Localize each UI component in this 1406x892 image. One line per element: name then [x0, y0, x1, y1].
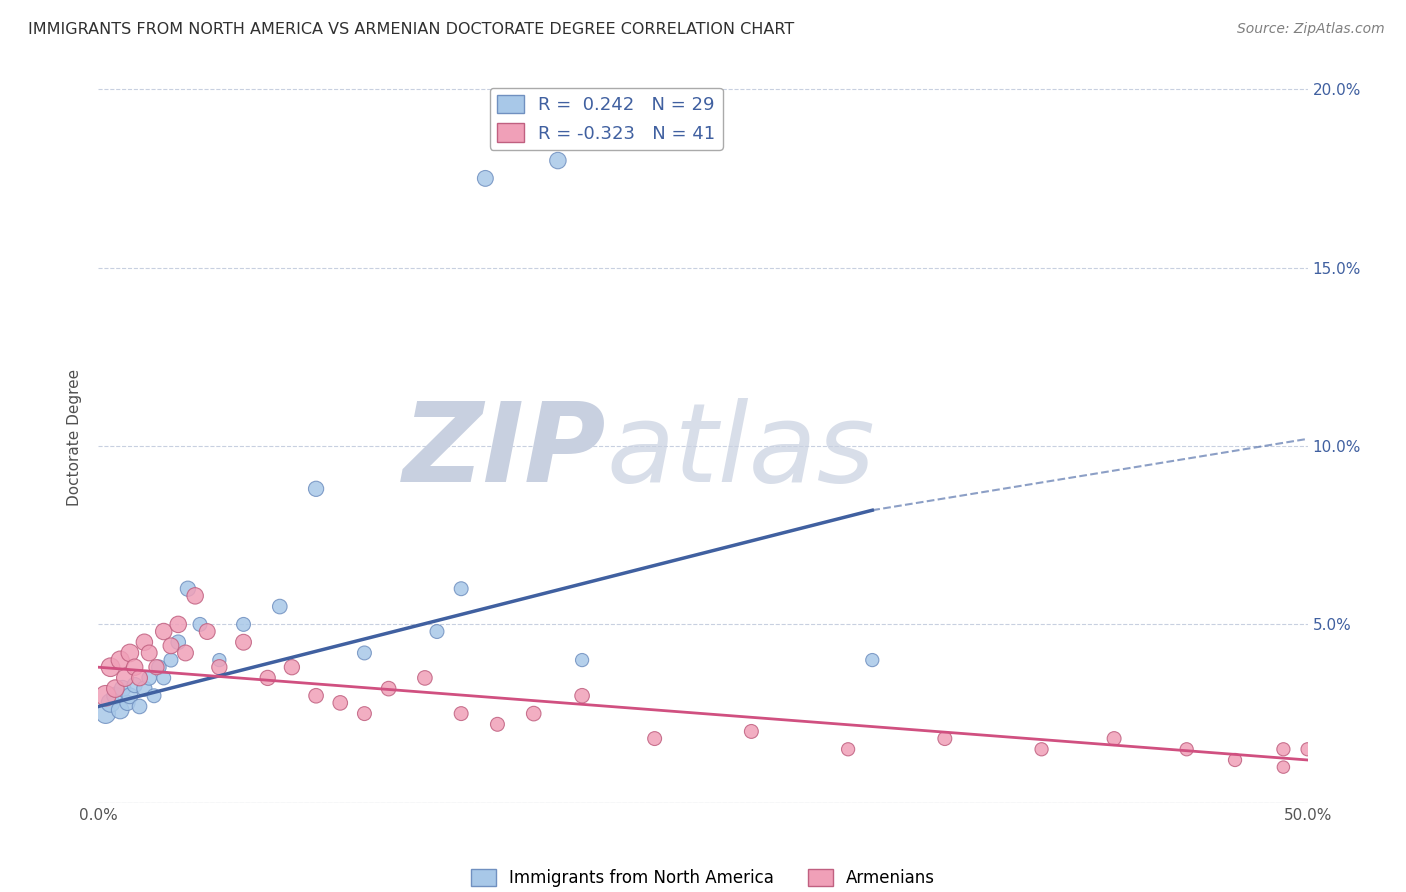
Point	[174, 646, 197, 660]
Point	[860, 653, 883, 667]
Point	[377, 681, 399, 696]
Point	[118, 646, 141, 660]
Point	[100, 696, 122, 710]
Point	[837, 742, 859, 756]
Text: atlas: atlas	[606, 398, 875, 505]
Point	[305, 689, 328, 703]
Text: IMMIGRANTS FROM NORTH AMERICA VS ARMENIAN DOCTORATE DEGREE CORRELATION CHART: IMMIGRANTS FROM NORTH AMERICA VS ARMENIA…	[28, 22, 794, 37]
Point	[1102, 731, 1125, 746]
Point	[160, 639, 183, 653]
Point	[1223, 753, 1246, 767]
Point	[571, 689, 593, 703]
Point	[148, 660, 170, 674]
Point	[1296, 742, 1319, 756]
Point	[486, 717, 509, 731]
Point	[104, 681, 127, 696]
Point	[195, 624, 218, 639]
Point	[145, 660, 167, 674]
Point	[232, 617, 254, 632]
Point	[108, 703, 131, 717]
Point	[571, 653, 593, 667]
Point	[426, 624, 449, 639]
Point	[160, 653, 183, 667]
Point	[474, 171, 496, 186]
Point	[152, 624, 174, 639]
Point	[413, 671, 436, 685]
Point	[1175, 742, 1198, 756]
Point	[104, 689, 127, 703]
Point	[124, 678, 146, 692]
Point	[644, 731, 666, 746]
Y-axis label: Doctorate Degree: Doctorate Degree	[67, 368, 83, 506]
Point	[208, 660, 231, 674]
Text: ZIP: ZIP	[402, 398, 606, 505]
Point	[152, 671, 174, 685]
Point	[128, 699, 150, 714]
Point	[934, 731, 956, 746]
Point	[128, 671, 150, 685]
Point	[523, 706, 546, 721]
Point	[138, 671, 160, 685]
Legend: Immigrants from North America, Armenians: Immigrants from North America, Armenians	[464, 863, 942, 892]
Point	[167, 617, 190, 632]
Point	[353, 646, 375, 660]
Point	[94, 706, 117, 721]
Point	[114, 671, 136, 685]
Point	[111, 681, 134, 696]
Point	[329, 696, 352, 710]
Point	[305, 482, 328, 496]
Point	[256, 671, 278, 685]
Point	[1272, 760, 1295, 774]
Point	[232, 635, 254, 649]
Point	[117, 696, 139, 710]
Point	[143, 689, 166, 703]
Point	[450, 706, 472, 721]
Point	[188, 617, 211, 632]
Point	[1272, 742, 1295, 756]
Point	[740, 724, 762, 739]
Point	[547, 153, 569, 168]
Point	[184, 589, 207, 603]
Point	[450, 582, 472, 596]
Text: Source: ZipAtlas.com: Source: ZipAtlas.com	[1237, 22, 1385, 37]
Point	[269, 599, 291, 614]
Point	[134, 681, 156, 696]
Point	[124, 660, 146, 674]
Point	[281, 660, 304, 674]
Point	[94, 689, 117, 703]
Point	[1031, 742, 1053, 756]
Point	[100, 660, 122, 674]
Point	[138, 646, 160, 660]
Point	[167, 635, 190, 649]
Point	[353, 706, 375, 721]
Point	[208, 653, 231, 667]
Point	[118, 689, 141, 703]
Point	[177, 582, 200, 596]
Point	[108, 653, 131, 667]
Point	[134, 635, 156, 649]
